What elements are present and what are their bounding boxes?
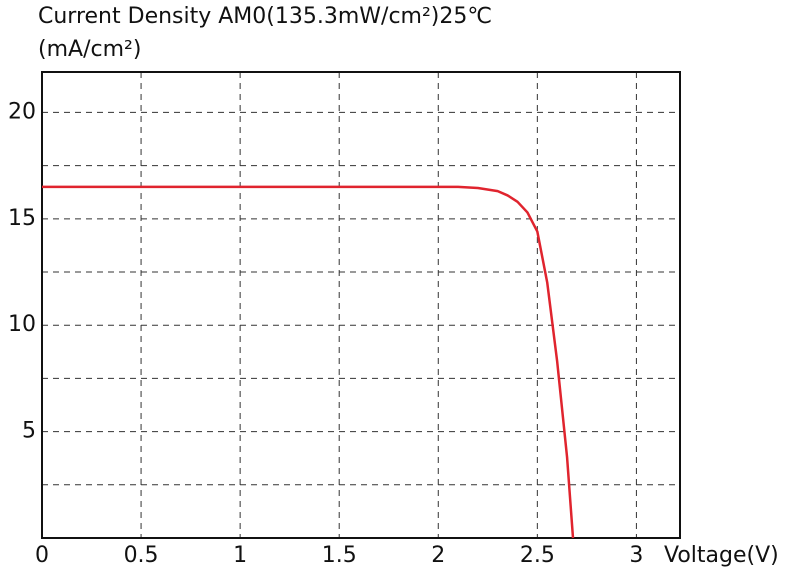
chart-title: Current Density AM0(135.3mW/cm²)25℃ <box>38 4 492 29</box>
x-tick-label: 2.5 <box>520 543 555 568</box>
x-tick-label: 1.5 <box>322 543 357 568</box>
x-tick-label: 2 <box>431 543 445 568</box>
x-tick-label: 1 <box>233 543 247 568</box>
y-axis-label: (mA/cm²) <box>38 37 141 62</box>
plot-frame <box>41 71 681 539</box>
x-tick-label: 3 <box>629 543 643 568</box>
iv-curve <box>42 185 575 539</box>
x-axis-label: Voltage(V) <box>664 543 779 568</box>
y-tick-label: 10 <box>8 312 36 337</box>
x-tick-label: 0.5 <box>124 543 159 568</box>
y-tick-label: 15 <box>8 206 36 231</box>
y-tick-label: 5 <box>22 419 36 444</box>
x-tick-label: 0 <box>35 543 49 568</box>
y-tick-label: 20 <box>8 99 36 124</box>
